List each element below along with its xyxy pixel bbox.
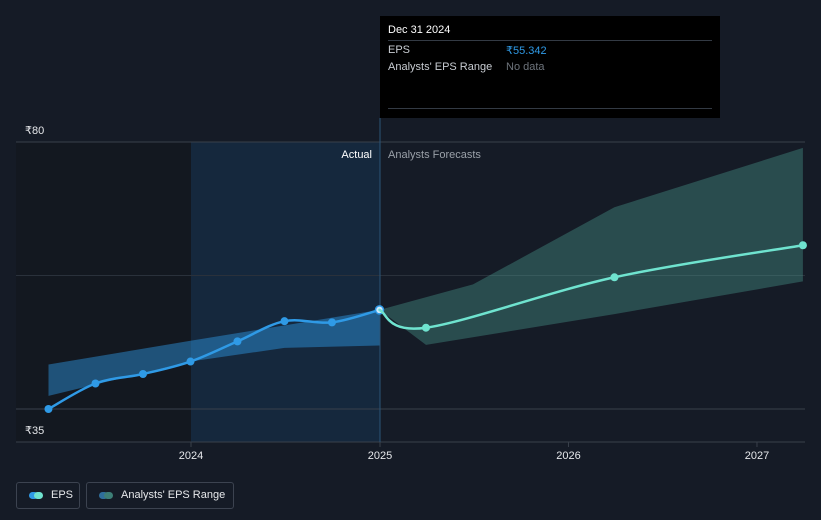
- eps-swatch-forecast: [34, 492, 43, 499]
- eps-point-actual-6: [327, 318, 336, 327]
- legend-eps-toggle[interactable]: EPS: [16, 482, 80, 509]
- eps-point-actual-3: [186, 357, 195, 366]
- tooltip-range-label: Analysts' EPS Range: [388, 61, 493, 73]
- tooltip-eps-row: EPS ₹55.342: [388, 40, 712, 58]
- forecast-label: Analysts Forecasts: [388, 149, 481, 161]
- tooltip: Dec 31 2024 EPS ₹55.342 Analysts' EPS Ra…: [380, 16, 720, 118]
- legend-range-toggle[interactable]: Analysts' EPS Range: [86, 482, 234, 509]
- tooltip-eps-label: EPS: [388, 44, 411, 56]
- eps-point-actual-0: [44, 405, 53, 413]
- actual-label: Actual: [341, 149, 372, 161]
- eps-point-actual-2: [138, 369, 147, 378]
- eps-line-forecast: [378, 243, 805, 330]
- tooltip-divider: [388, 108, 712, 109]
- legend-range-label: Analysts' EPS Range: [121, 489, 226, 501]
- x-tick-label-2027: 2027: [745, 450, 769, 462]
- x-tick-label-2026: 2026: [556, 450, 580, 462]
- eps-point-forecast-2: [610, 273, 619, 282]
- tooltip-date: Dec 31 2024: [388, 24, 451, 36]
- y-axis-min-label: ₹35: [25, 425, 44, 437]
- x-tick-label-2025: 2025: [368, 450, 392, 462]
- eps-point-actual-1: [91, 379, 100, 388]
- tooltip-range-row: Analysts' EPS Range No data: [388, 58, 712, 75]
- eps-swatch-actual: [29, 492, 38, 499]
- range-swatch-actual: [99, 492, 108, 499]
- x-tick-label-2024: 2024: [179, 450, 203, 462]
- tooltip-eps-value: ₹55.342: [506, 45, 547, 57]
- eps-point-actual-5: [280, 317, 289, 326]
- range-band-forecast: [379, 147, 803, 345]
- legend-eps-label: EPS: [51, 489, 74, 501]
- range-swatch-forecast: [104, 492, 113, 499]
- past-panel: [16, 142, 191, 442]
- eps-point-forecast-1: [421, 323, 430, 332]
- eps-point-forecast-3: [798, 241, 807, 250]
- y-axis-max-label: ₹80: [25, 125, 44, 137]
- tooltip-range-value: No data: [506, 61, 545, 73]
- actual-panel-highlight: [191, 142, 380, 442]
- eps-point-actual-4: [233, 337, 242, 346]
